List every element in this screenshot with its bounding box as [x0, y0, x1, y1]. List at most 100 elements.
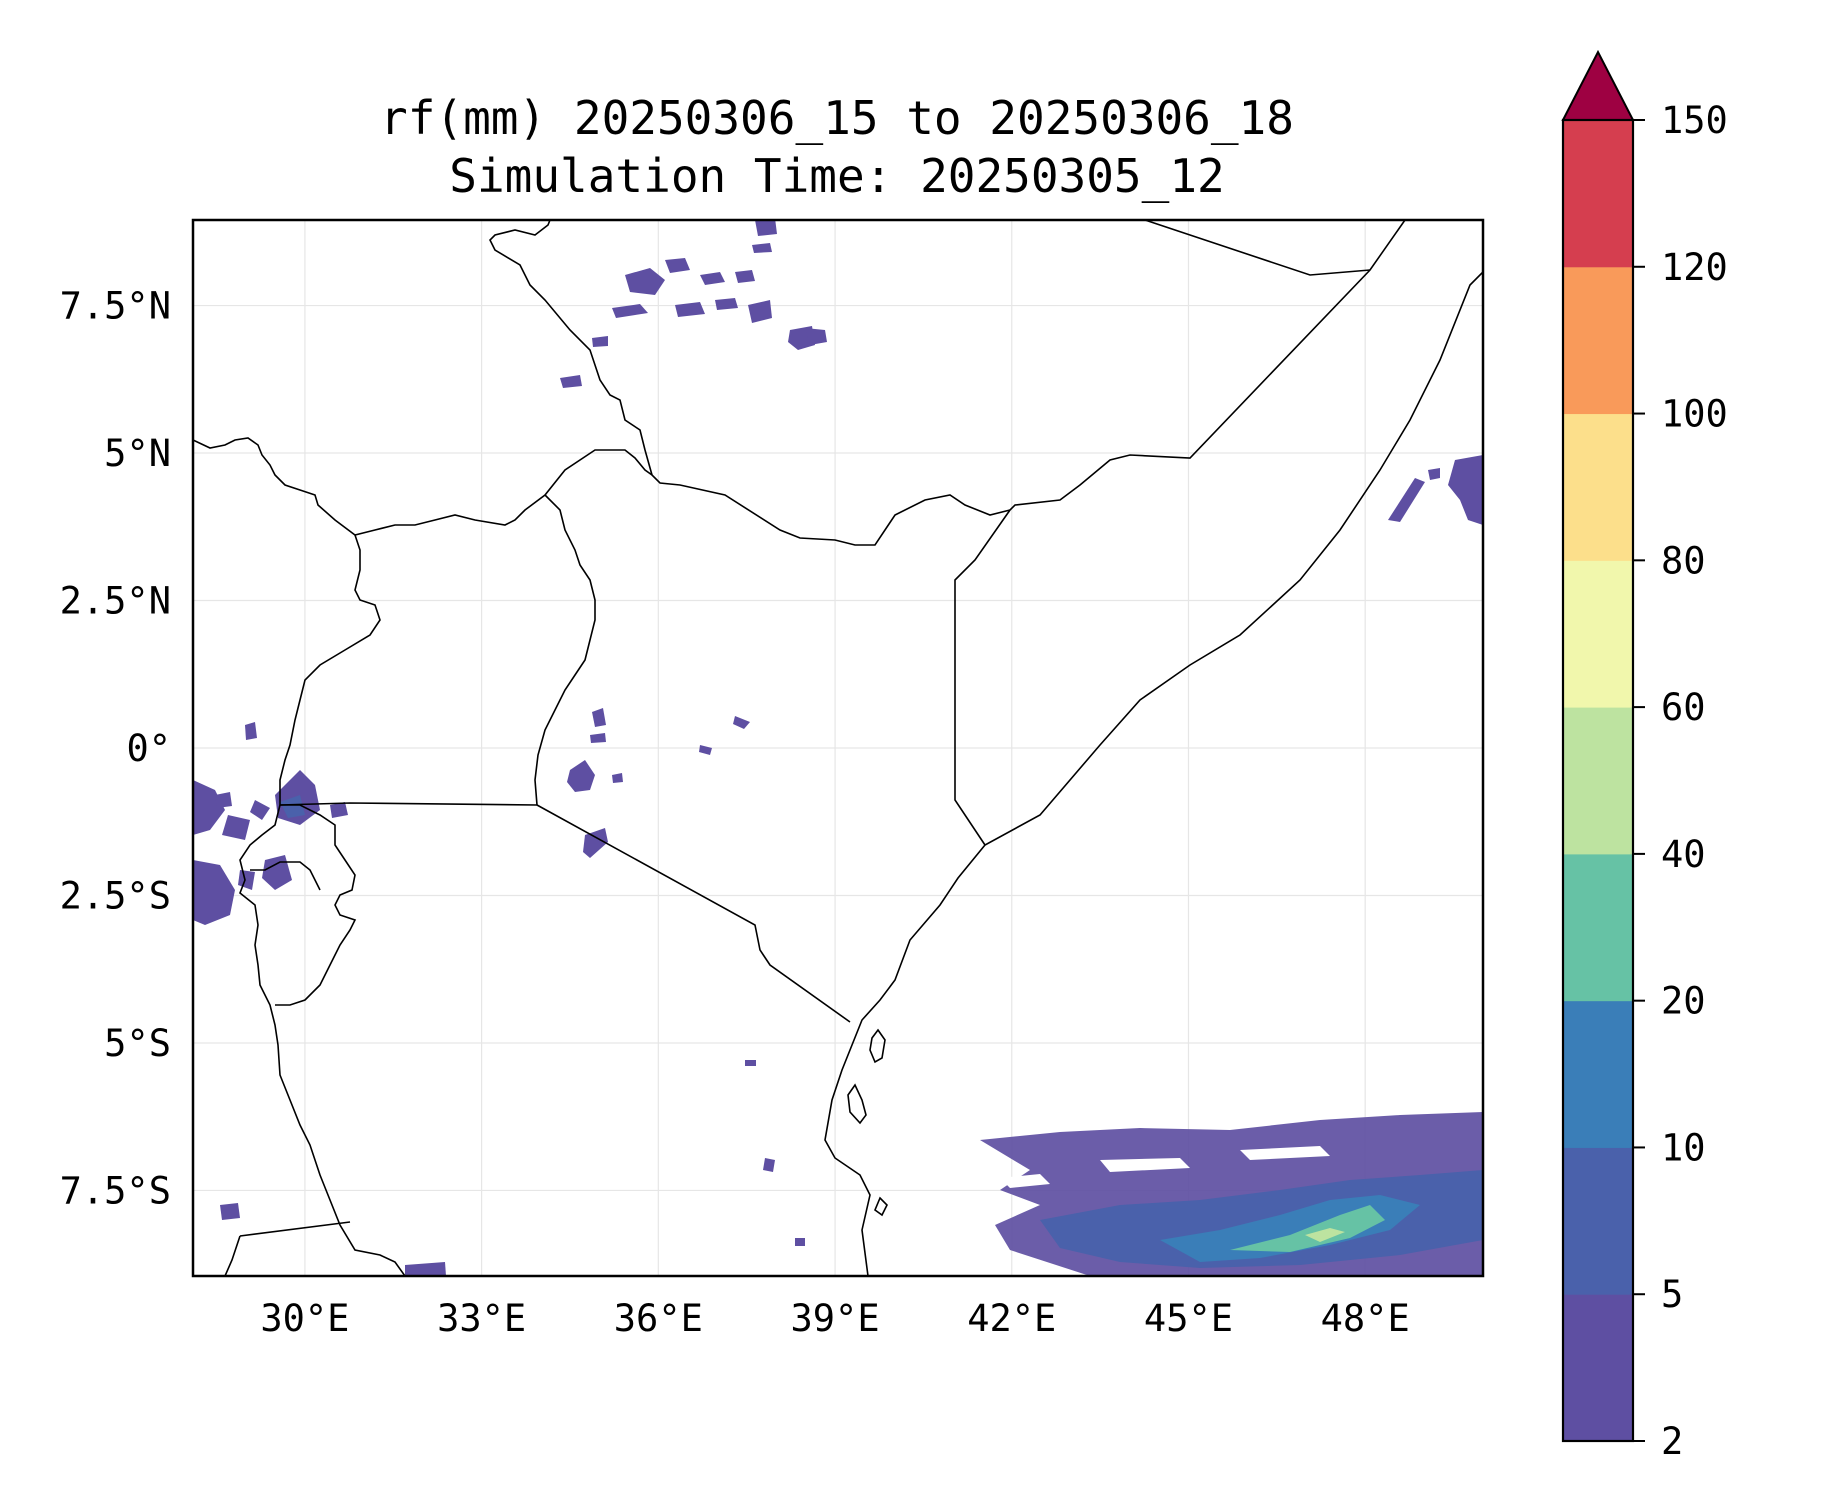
colorbar-segment: [1563, 120, 1633, 268]
rain-patch: [755, 220, 777, 236]
rain-patch: [567, 760, 595, 792]
rain-patch: [715, 298, 738, 310]
rain-patch: [222, 815, 250, 840]
colorbar-segment: [1563, 853, 1633, 1002]
colorbar-tick-label: 80: [1661, 539, 1706, 582]
rain-patch: [795, 1238, 805, 1246]
lon-tick-label: 42°E: [967, 1297, 1056, 1340]
map-frame: [191, 218, 1485, 1278]
colorbar-segment: [1563, 413, 1633, 561]
rain-cluster-somalia: [1388, 455, 1483, 525]
rain-cluster-north: [560, 220, 827, 388]
colorbar: 2 5 10 20 40 60 80 100 120 150: [1561, 49, 1728, 1463]
rain-patch: [752, 243, 772, 253]
rain-gap: [1240, 1146, 1330, 1160]
rain-patch: [220, 1203, 240, 1220]
lon-tick-label: 30°E: [260, 1297, 349, 1340]
rain-gap: [1100, 1158, 1190, 1172]
rain-patch: [592, 708, 606, 727]
rain-cluster-kenya: [567, 708, 750, 858]
rain-patch: [330, 802, 348, 818]
map-panel: 30°E 33°E 36°E 39°E 42°E 45°E 48°E 7.5°N 5°N 2.5…: [60, 218, 1485, 1340]
rain-patch: [280, 795, 305, 818]
lon-tick-label: 39°E: [791, 1297, 880, 1340]
rain-patch: [583, 828, 608, 858]
border-kenya-somalia: [954, 509, 1011, 846]
border-zambia: [239, 1221, 351, 1237]
border-drc-tanzania: [239, 804, 406, 1276]
rain-patch: [625, 268, 665, 295]
rain-patch: [592, 336, 608, 347]
colorbar-segment: [1563, 1000, 1633, 1148]
lon-tick-label: 36°E: [614, 1297, 703, 1340]
rain-patch: [193, 780, 225, 835]
rain-scattered: [220, 1060, 805, 1276]
rain-patch: [262, 855, 292, 890]
colorbar-segment: [1563, 1147, 1633, 1295]
rain-patch: [735, 270, 755, 283]
colorbar-tick-label: 100: [1661, 393, 1728, 436]
island-zanzibar: [847, 1083, 867, 1125]
rain-band-mid: [1040, 1170, 1483, 1268]
border-kenya-ethiopia: [610, 449, 1011, 546]
rain-patch: [1428, 468, 1440, 480]
colorbar-frame: [1561, 118, 1635, 1443]
rain-patch: [612, 304, 648, 318]
colorbar-segment: [1563, 560, 1633, 708]
colorbar-tick-label: 40: [1661, 833, 1706, 876]
border-rwanda-burundi: [250, 861, 321, 891]
rain-patch: [748, 300, 772, 323]
border-kenya-tanzania: [536, 804, 851, 1023]
rain-band-max: [1305, 1228, 1345, 1242]
rain-patch: [590, 733, 606, 743]
colorbar-tick-label: 120: [1661, 246, 1728, 289]
rain-patch: [560, 375, 582, 388]
longitude-ticks: 30°E 33°E 36°E 39°E 42°E 45°E 48°E: [260, 1297, 1409, 1340]
rain-patch: [763, 1158, 775, 1172]
colorbar-tick-label: 150: [1661, 99, 1728, 142]
lat-tick-label: 5°S: [104, 1022, 171, 1065]
colorbar-segment: [1563, 1294, 1633, 1442]
rain-patch: [733, 716, 750, 729]
rain-cluster-west: [193, 722, 348, 925]
lon-tick-label: 48°E: [1321, 1297, 1410, 1340]
island-mafia: [874, 1196, 888, 1217]
title-line-1: rf(mm) 20250306_15 to 20250306_18: [380, 91, 1294, 145]
latitude-ticks: 7.5°N 5°N 2.5°N 0° 2.5°S 5°S 7.5°S: [60, 285, 171, 1213]
rain-patch: [1448, 455, 1483, 525]
rainfall-field: [193, 220, 1483, 1276]
colorbar-tick-label: 2: [1661, 1420, 1683, 1463]
lat-tick-label: 2.5°N: [60, 580, 171, 623]
rain-band-southeast: [980, 1112, 1483, 1276]
rain-patch: [805, 328, 827, 345]
rain-patch: [745, 1060, 756, 1066]
rain-patch: [215, 792, 232, 808]
border-south-sudan-ethiopia: [489, 220, 653, 476]
rain-patch: [675, 302, 705, 317]
border-uganda-drc: [279, 534, 381, 805]
colorbar-segment: [1563, 266, 1633, 415]
border-rwanda-burundi-tanzania: [275, 804, 357, 1006]
colorbar-tick-label: 5: [1661, 1273, 1683, 1316]
lat-tick-label: 7.5°N: [60, 285, 171, 328]
border-south-sudan-south: [193, 437, 610, 536]
rain-band-peak: [1230, 1205, 1385, 1252]
colorbar-tick-label: 20: [1661, 980, 1706, 1023]
colorbar-segment: [1563, 707, 1633, 855]
lon-tick-label: 45°E: [1144, 1297, 1233, 1340]
rain-patch: [612, 773, 623, 783]
rain-patch: [245, 722, 257, 740]
colorbar-tick-label: 60: [1661, 686, 1706, 729]
country-boundaries: [193, 220, 1483, 1276]
rain-gap: [1000, 1174, 1050, 1188]
border-uganda-tanzania: [279, 802, 538, 806]
lat-tick-label: 2.5°S: [60, 874, 171, 917]
border-ethiopia-somalia: [1009, 220, 1406, 511]
rain-patch: [665, 258, 690, 273]
rain-patch: [700, 272, 725, 285]
lat-tick-label: 7.5°S: [60, 1169, 171, 1212]
border-somaliland: [1144, 220, 1371, 276]
border-kenya-uganda: [534, 494, 596, 806]
